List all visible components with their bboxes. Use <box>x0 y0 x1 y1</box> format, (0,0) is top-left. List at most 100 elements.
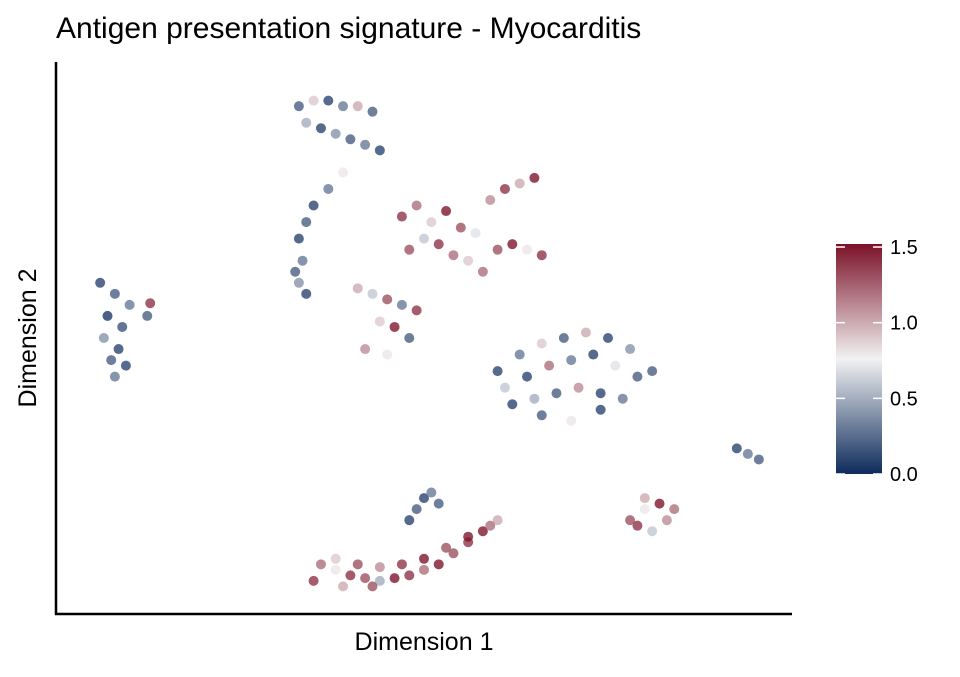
point <box>98 333 109 343</box>
point <box>330 564 341 575</box>
point <box>396 211 407 222</box>
point <box>595 388 606 399</box>
point <box>647 526 658 537</box>
point <box>753 454 764 465</box>
point <box>374 145 385 156</box>
point <box>330 128 341 139</box>
point <box>411 200 422 211</box>
point <box>367 581 378 592</box>
point <box>499 183 510 194</box>
point <box>338 101 349 112</box>
point <box>463 255 474 266</box>
colorbar <box>836 244 882 474</box>
point <box>367 288 378 299</box>
point <box>529 172 540 183</box>
point <box>389 321 400 332</box>
point <box>573 382 584 393</box>
point <box>382 349 393 360</box>
point <box>485 195 496 205</box>
point <box>323 95 334 106</box>
point <box>625 515 636 526</box>
point <box>109 288 120 299</box>
point <box>117 321 128 332</box>
point <box>323 183 334 194</box>
point <box>290 266 301 277</box>
point <box>536 250 547 261</box>
point <box>617 393 628 404</box>
point <box>396 559 407 570</box>
point <box>301 217 312 228</box>
point <box>352 283 363 294</box>
point <box>566 415 577 426</box>
point <box>441 206 452 217</box>
point <box>124 299 135 310</box>
point <box>315 559 326 570</box>
point <box>492 244 503 255</box>
point <box>558 333 569 343</box>
point <box>669 504 680 515</box>
point <box>433 559 444 570</box>
point <box>463 531 474 542</box>
point <box>647 366 658 377</box>
point <box>297 255 308 266</box>
point <box>507 399 518 410</box>
point <box>315 123 326 134</box>
point <box>308 575 319 586</box>
point <box>632 371 643 382</box>
point <box>731 443 742 454</box>
point <box>382 294 393 305</box>
point <box>419 564 429 575</box>
point <box>404 244 415 255</box>
colorbar-tick-label: 0.0 <box>890 464 918 486</box>
point <box>301 117 312 128</box>
point <box>536 410 547 421</box>
point <box>514 349 525 360</box>
point <box>639 493 650 504</box>
point <box>470 228 481 239</box>
point <box>566 355 577 366</box>
point <box>330 553 341 564</box>
point <box>308 200 319 211</box>
point <box>120 360 131 371</box>
point <box>639 504 650 515</box>
point <box>419 233 429 244</box>
point <box>529 393 540 404</box>
y-axis-label: Dimension 2 <box>14 269 42 408</box>
point <box>374 562 385 573</box>
point <box>360 344 371 355</box>
point <box>536 338 547 349</box>
point <box>374 575 385 586</box>
point <box>308 95 319 106</box>
chart-title: Antigen presentation signature - Myocard… <box>56 12 641 45</box>
point <box>492 515 503 526</box>
point <box>514 178 525 189</box>
point <box>106 355 117 366</box>
point <box>142 310 153 321</box>
point <box>396 299 407 310</box>
point <box>580 327 591 338</box>
point <box>404 515 415 526</box>
point <box>367 106 378 117</box>
point <box>632 520 643 531</box>
point <box>441 542 452 553</box>
point <box>404 333 415 343</box>
point <box>551 388 562 399</box>
point <box>625 344 636 355</box>
point <box>433 239 444 250</box>
point <box>492 366 503 377</box>
point <box>485 520 496 531</box>
point <box>448 250 459 261</box>
point <box>360 139 371 150</box>
point <box>419 493 429 504</box>
point <box>293 233 304 244</box>
point <box>293 101 304 112</box>
point <box>345 570 356 581</box>
point <box>404 570 415 581</box>
point <box>113 344 124 355</box>
point <box>95 277 106 288</box>
point <box>145 298 156 309</box>
point <box>433 498 444 509</box>
point <box>109 371 120 382</box>
